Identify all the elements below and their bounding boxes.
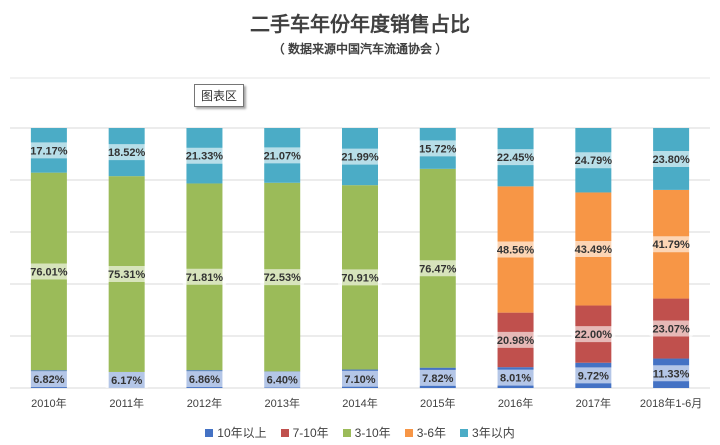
x-tick-label: 2011年 xyxy=(109,396,144,410)
data-label-bg xyxy=(571,326,616,343)
data-label: 24.79% xyxy=(575,155,613,167)
x-tick-label: 2014年 xyxy=(342,396,377,410)
data-label-bg xyxy=(182,147,227,164)
chart-legend: 10年以上 7-10年 3-10年 3-6年 3年以内 xyxy=(0,424,720,441)
data-label-bg xyxy=(571,152,616,169)
data-label-bg xyxy=(26,142,71,159)
legend-swatch xyxy=(342,428,351,437)
chart-subtitle: （ 数据来源中国汽车流通协会 ） xyxy=(272,42,448,56)
data-label: 75.31% xyxy=(108,269,146,281)
data-label: 72.53% xyxy=(264,272,302,284)
data-label-bg xyxy=(493,241,538,258)
data-label: 41.79% xyxy=(652,239,690,251)
x-tick-label: 2013年 xyxy=(264,396,299,410)
x-tick-label: 2015年 xyxy=(420,396,455,410)
data-label-bg xyxy=(182,268,227,285)
legend-item: 3-10年 xyxy=(342,424,391,441)
chart-title: 二手车年份年度销售占比 xyxy=(250,14,470,36)
data-label: 21.07% xyxy=(264,150,302,162)
bars-area: 6.82% 76.01% 17.17% 6.17% 75.31% 18.52% 6.86% 7… xyxy=(26,127,694,388)
data-label: 9.72% xyxy=(578,370,609,382)
data-label: 6.17% xyxy=(111,375,142,387)
data-label-bg xyxy=(260,371,305,388)
data-label: 18.52% xyxy=(108,147,146,159)
data-label-bg xyxy=(338,370,382,387)
data-label: 15.72% xyxy=(419,143,457,155)
legend-item: 3年以内 xyxy=(460,424,515,441)
x-tick-label: 2017年 xyxy=(576,396,611,410)
legend-item: 10年以上 xyxy=(205,424,267,441)
data-label: 17.17% xyxy=(30,145,68,157)
data-label-bg xyxy=(571,240,616,257)
data-label: 8.01% xyxy=(500,373,531,385)
legend-label: 7-10年 xyxy=(292,426,329,440)
data-label-bg xyxy=(415,369,460,386)
data-label: 21.33% xyxy=(186,151,224,163)
data-label-bg xyxy=(493,369,538,386)
data-label: 23.80% xyxy=(652,154,690,166)
data-label-bg xyxy=(649,365,694,382)
data-label-bg xyxy=(260,269,305,286)
data-label-bg xyxy=(415,140,460,157)
x-tick-label: 2016年 xyxy=(498,396,533,410)
x-axis-labels: 2010年 2011年 2012年 2013年 2014年 2015年 2016年 2017年… xyxy=(31,396,702,410)
data-label-bg xyxy=(571,367,616,384)
data-label-bg xyxy=(26,263,71,280)
legend-swatch xyxy=(460,428,469,437)
legend-swatch xyxy=(280,428,289,437)
data-label: 76.47% xyxy=(419,263,457,275)
legend-swatch xyxy=(205,428,214,437)
data-label: 21.99% xyxy=(341,152,379,164)
data-label: 71.81% xyxy=(186,272,224,284)
data-label-bg xyxy=(104,266,149,283)
data-label-bg xyxy=(493,149,538,166)
data-label: 6.40% xyxy=(267,375,298,387)
chart-area-tooltip: 图表区 xyxy=(194,84,245,107)
legend-label: 10年以上 xyxy=(217,426,267,440)
data-label: 6.86% xyxy=(189,374,220,386)
legend-label: 3-10年 xyxy=(354,426,391,440)
data-label: 11.33% xyxy=(653,368,690,380)
legend-item: 7-10年 xyxy=(280,424,329,441)
legend-item: 3-6年 xyxy=(404,424,447,441)
data-label-bg xyxy=(338,148,382,165)
legend-label: 3-6年 xyxy=(416,426,447,440)
data-label: 22.00% xyxy=(575,329,613,341)
data-label-bg xyxy=(649,150,694,167)
data-label: 70.91% xyxy=(341,272,379,284)
data-label: 7.82% xyxy=(422,373,453,385)
data-label-bg xyxy=(104,371,149,388)
data-label: 76.01% xyxy=(30,266,68,278)
x-tick-label: 2012年 xyxy=(187,396,222,410)
data-label: 6.82% xyxy=(33,374,64,386)
data-label-bg xyxy=(104,144,149,161)
data-label-bg xyxy=(260,147,305,164)
data-label: 43.49% xyxy=(575,244,613,256)
data-label: 48.56% xyxy=(497,244,535,256)
data-label-bg xyxy=(493,331,538,348)
legend-label: 3年以内 xyxy=(472,426,515,440)
x-tick-label: 2010年 xyxy=(31,396,66,410)
data-label-bg xyxy=(415,260,460,277)
data-label: 20.98% xyxy=(497,335,535,347)
data-label-bg xyxy=(338,269,382,286)
data-label-bg xyxy=(649,320,694,337)
data-label: 22.45% xyxy=(497,152,535,164)
data-label: 7.10% xyxy=(344,374,375,386)
data-label-bg xyxy=(182,371,227,388)
legend-swatch xyxy=(404,428,413,437)
data-label-bg xyxy=(649,236,694,253)
data-label-bg xyxy=(26,371,71,388)
x-tick-label: 2018年1-6月 xyxy=(640,396,702,410)
data-label: 23.07% xyxy=(652,324,690,336)
